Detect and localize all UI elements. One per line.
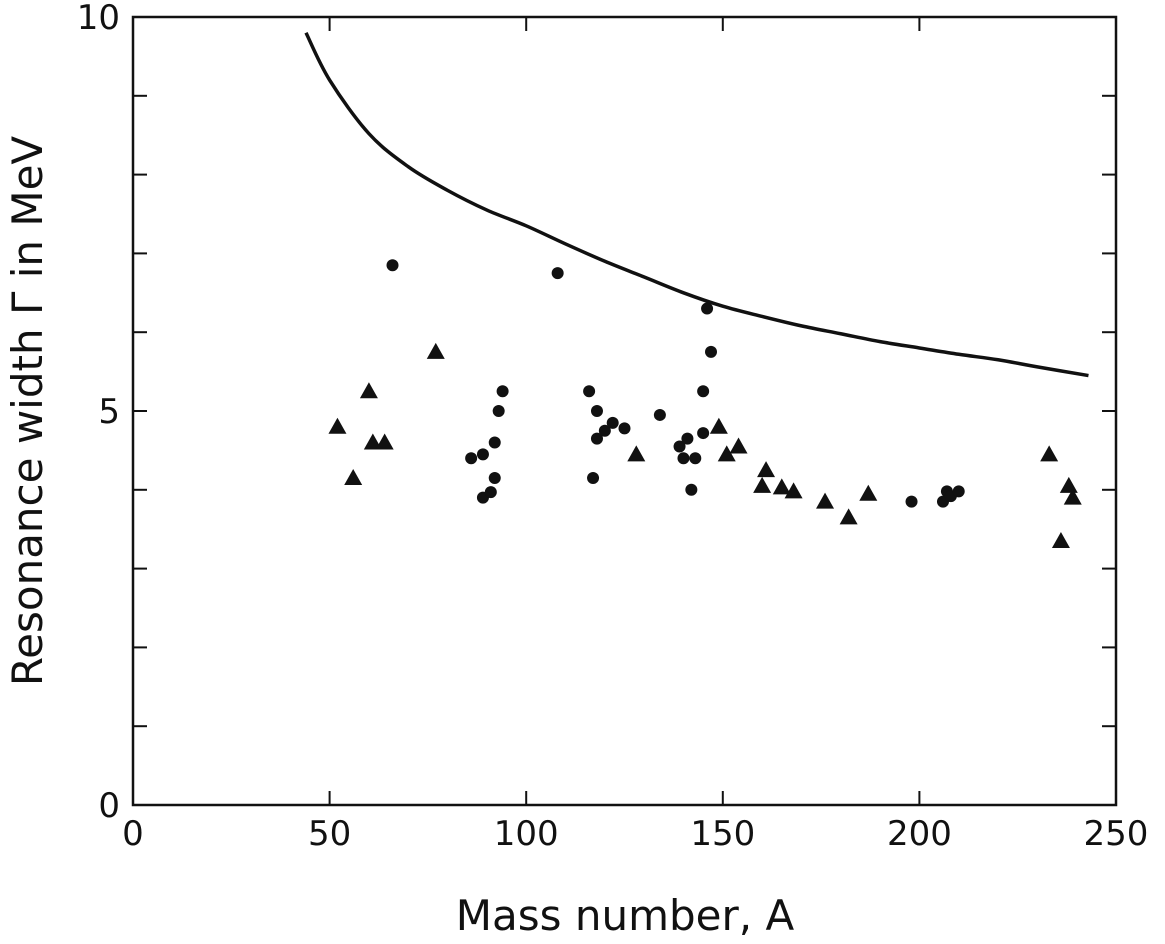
data-point-triangle (1059, 476, 1078, 493)
data-point-triangle (816, 492, 835, 509)
data-point-triangle (363, 433, 382, 450)
data-point-circle (705, 345, 718, 358)
data-point-triangle (1051, 532, 1070, 549)
data-point-triangle (344, 468, 363, 485)
data-point-triangle (375, 433, 394, 450)
y-tick-label: 0 (98, 786, 120, 826)
data-point-circle (952, 485, 965, 498)
data-point-circle (465, 452, 478, 465)
data-point-circle (701, 302, 714, 315)
plot-frame (131, 15, 1118, 807)
data-point-circle (618, 422, 631, 435)
x-tick-label: 150 (690, 814, 755, 854)
x-axis-title: Mass number, A (456, 891, 795, 940)
data-point-circle (598, 424, 611, 437)
data-point-circle (697, 427, 710, 440)
x-tick-label: 250 (1084, 814, 1149, 854)
theory-curve (304, 31, 1089, 378)
axis-ticks (133, 17, 1116, 805)
data-point-circle (677, 452, 690, 465)
y-tick-label: 5 (98, 392, 120, 432)
data-point-triangle (1063, 488, 1082, 505)
data-point-circle (492, 405, 505, 417)
data-point-circle (488, 471, 501, 484)
data-point-circle (606, 416, 619, 429)
x-tick-label: 0 (122, 814, 144, 854)
x-tick-label: 50 (308, 814, 351, 854)
data-point-circle (681, 432, 694, 445)
data-point-circle (685, 483, 698, 496)
data-point-circle (386, 259, 399, 272)
marker-layer (328, 259, 1082, 549)
y-axis-title: Resonance width Γ in MeV (3, 136, 52, 687)
data-point-circle (484, 486, 497, 499)
y-tick-label: 10 (77, 0, 120, 38)
data-point-triangle (328, 417, 347, 434)
data-point-triangle (709, 417, 728, 434)
data-point-circle (583, 385, 596, 398)
data-point-triangle (839, 508, 858, 525)
data-point-triangle (1040, 445, 1059, 462)
data-point-triangle (784, 482, 803, 499)
data-point-triangle (859, 484, 878, 501)
data-point-circle (697, 385, 710, 398)
data-point-triangle (359, 382, 378, 399)
x-tick-label: 100 (494, 814, 559, 854)
data-point-triangle (757, 461, 776, 478)
tick-labels: 0 50 100 150 200 250 0 5 10 (77, 0, 1149, 854)
data-point-triangle (426, 342, 445, 359)
data-point-circle (689, 452, 702, 465)
data-point-circle (905, 495, 918, 508)
data-point-triangle (627, 445, 646, 462)
data-point-circle (653, 408, 666, 421)
data-point-triangle (753, 476, 772, 493)
data-point-triangle (729, 437, 748, 454)
data-point-circle (590, 405, 603, 417)
data-point-circle (488, 436, 501, 449)
data-point-circle (587, 471, 600, 484)
data-point-circle (496, 385, 509, 398)
x-tick-label: 200 (887, 814, 952, 854)
data-point-circle (551, 267, 564, 280)
curve-layer (304, 31, 1089, 378)
data-point-triangle (717, 445, 736, 462)
data-point-circle (673, 440, 686, 453)
data-point-circle (590, 432, 603, 445)
data-point-circle (476, 448, 489, 461)
data-point-triangle (772, 478, 791, 495)
